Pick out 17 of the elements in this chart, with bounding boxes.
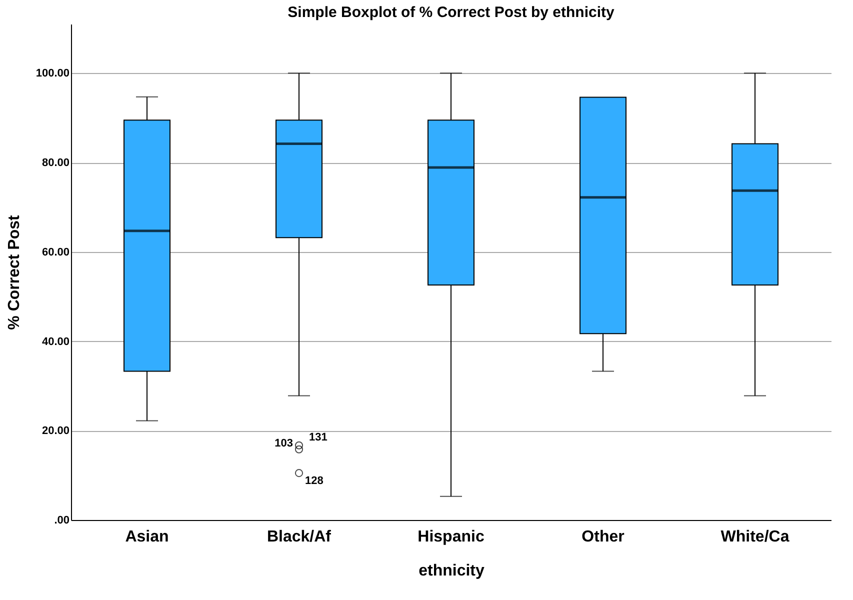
y-tick-label: 80.00 [42, 157, 70, 170]
annotation: 131 [309, 431, 328, 444]
x-tick-label: White/Ca [720, 528, 790, 546]
y-tick-label: .00 [54, 514, 70, 526]
annotation: 128 [305, 475, 324, 488]
y-axis-title: % Correct Post [6, 214, 23, 330]
chart-title: Simple Boxplot of % Correct Post by ethnicity [288, 4, 616, 21]
y-tick-label: 100.00 [36, 68, 70, 80]
y-tick-label: 40.00 [42, 336, 70, 348]
y-tick-label: 20.00 [42, 425, 70, 438]
x-tick-label: Asian [125, 528, 169, 546]
x-tick-label: Hispanic [418, 528, 484, 546]
x-axis-title: ethnicity [418, 562, 484, 580]
x-tick-label: Black/Af [266, 528, 332, 546]
x-tick-label: Other [582, 528, 624, 546]
annotation: 103 [274, 437, 293, 450]
y-tick-label: 60.00 [42, 246, 70, 258]
